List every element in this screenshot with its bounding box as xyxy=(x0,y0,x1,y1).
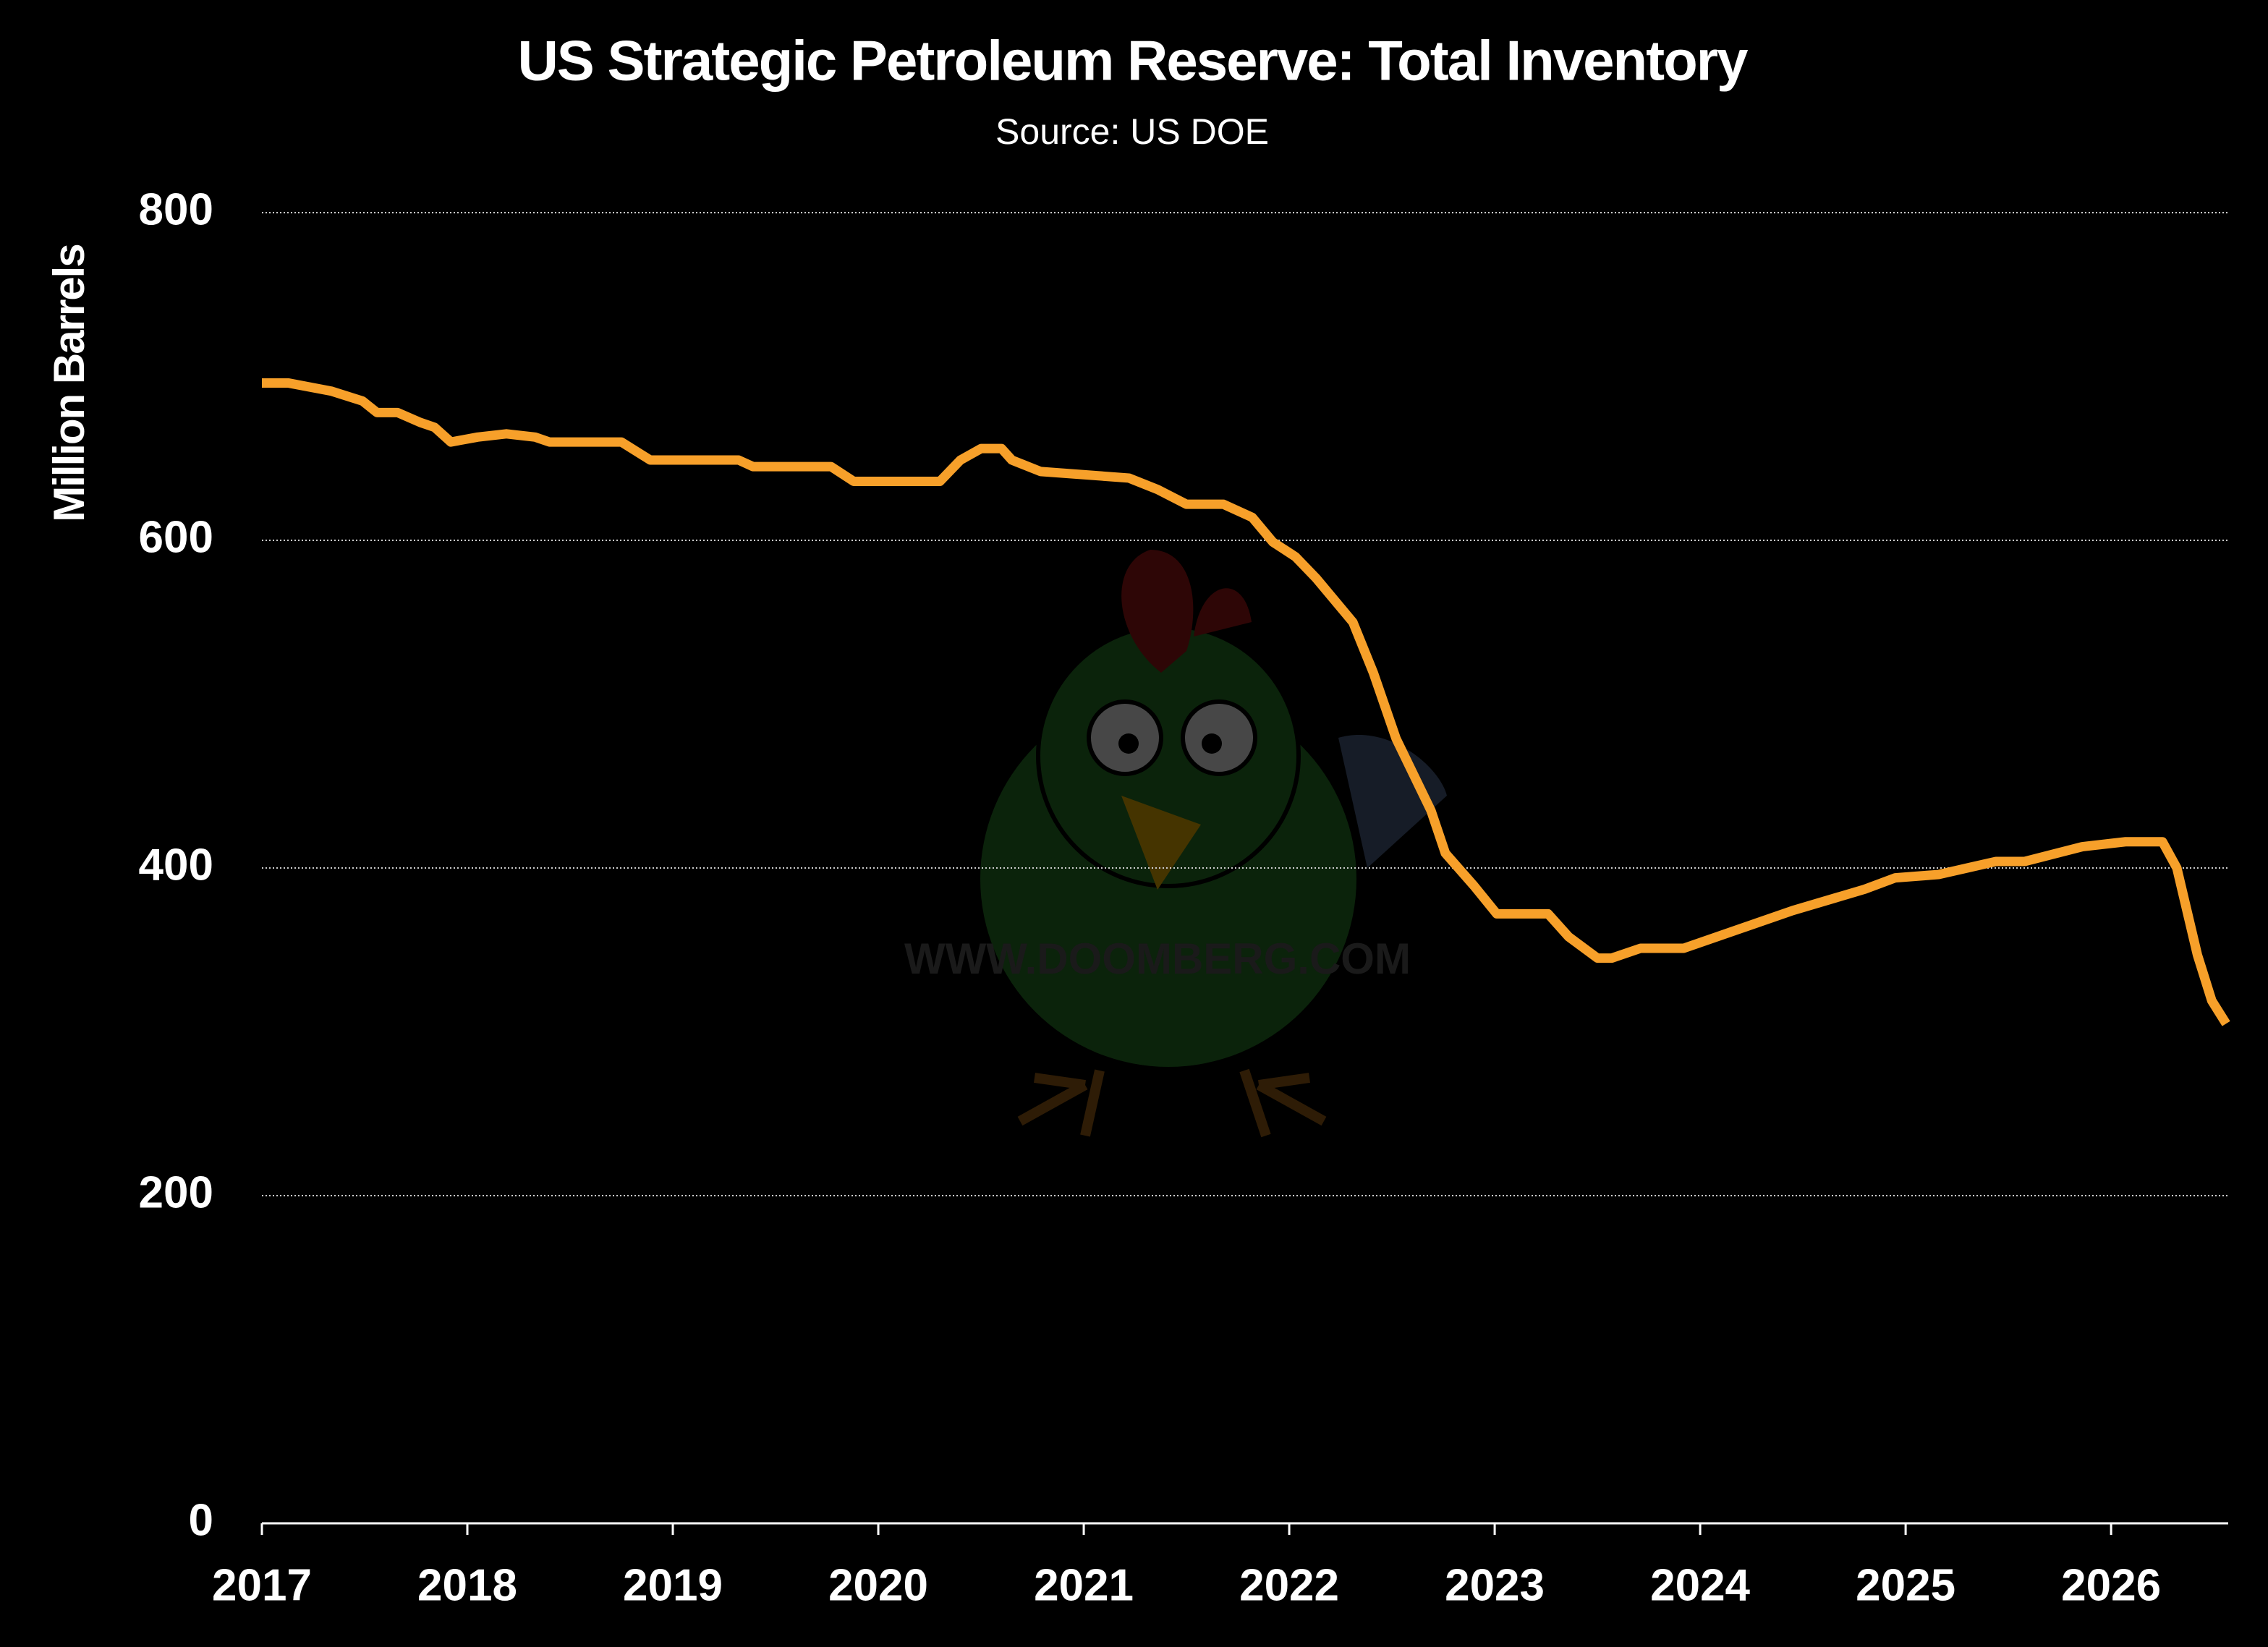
chart-subtitle: Source: US DOE xyxy=(995,111,1269,152)
watermark-mascot: WWW.DOOMBERG.COM xyxy=(904,550,1447,1138)
x-tick-label: 2021 xyxy=(1034,1560,1134,1610)
x-tick-label: 2024 xyxy=(1650,1560,1750,1610)
x-tick-label: 2026 xyxy=(2061,1560,2161,1610)
y-tick-label: 600 xyxy=(139,512,213,562)
data-line xyxy=(262,378,2230,1026)
y-axis-label: Million Barrels xyxy=(45,244,93,522)
x-tick-label: 2022 xyxy=(1239,1560,1339,1610)
x-tick-label: 2017 xyxy=(212,1560,312,1610)
x-tick-label: 2019 xyxy=(623,1560,723,1610)
x-tick-label: 2025 xyxy=(1856,1560,1955,1610)
x-tick-label: 2020 xyxy=(828,1560,928,1610)
y-tick-label: 400 xyxy=(139,840,213,890)
watermark-text: WWW.DOOMBERG.COM xyxy=(904,935,1411,983)
chart-title: US Strategic Petroleum Reserve: Total In… xyxy=(517,29,1748,93)
y-tick-label: 800 xyxy=(139,184,213,234)
y-tick-label: 0 xyxy=(189,1495,213,1545)
y-tick-label: 200 xyxy=(139,1167,213,1217)
x-tick-label: 2018 xyxy=(417,1560,517,1610)
x-tick-label: 2023 xyxy=(1445,1560,1545,1610)
